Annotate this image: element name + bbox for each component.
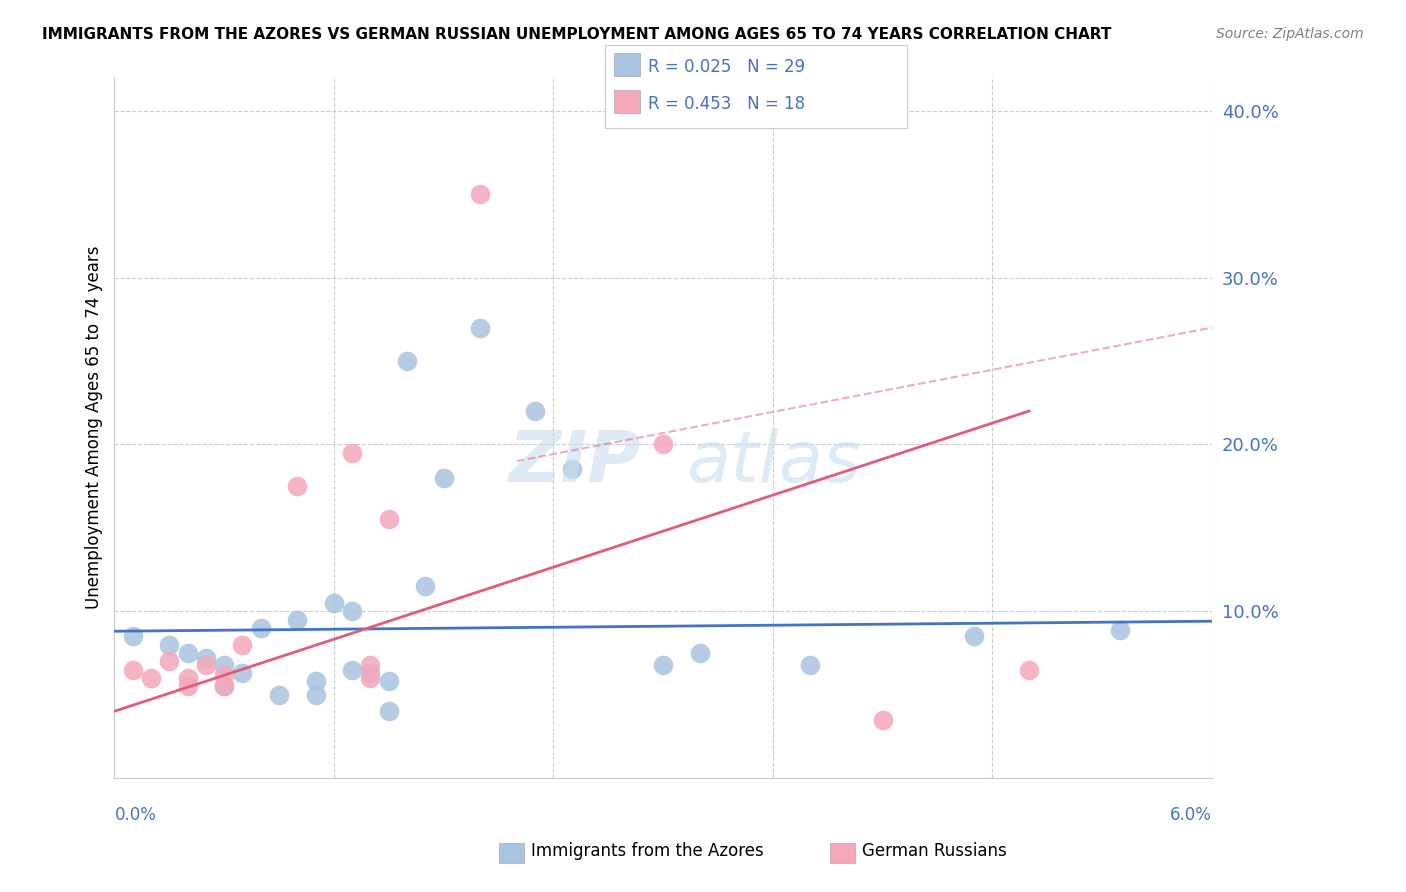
Point: [121, 663, 143, 677]
Point: [176, 679, 198, 693]
Point: [157, 638, 180, 652]
Point: [1109, 623, 1132, 637]
Text: 6.0%: 6.0%: [1170, 806, 1212, 824]
Point: [872, 713, 894, 727]
Point: [561, 462, 583, 476]
Point: [360, 665, 382, 680]
Point: [157, 654, 180, 668]
Point: [524, 404, 547, 418]
Point: [194, 651, 217, 665]
Point: [176, 671, 198, 685]
Point: [1018, 663, 1040, 677]
Text: atlas: atlas: [686, 428, 860, 497]
Text: Source: ZipAtlas.com: Source: ZipAtlas.com: [1216, 27, 1364, 41]
Text: R = 0.453   N = 18: R = 0.453 N = 18: [648, 95, 806, 113]
Point: [360, 671, 382, 685]
Point: [342, 446, 364, 460]
Point: [378, 704, 401, 718]
Point: [304, 688, 326, 702]
Point: [342, 604, 364, 618]
Point: [212, 679, 235, 693]
Text: 0.0%: 0.0%: [114, 806, 156, 824]
Point: [231, 638, 253, 652]
Point: [285, 479, 308, 493]
Point: [470, 320, 492, 334]
Point: [304, 674, 326, 689]
Point: [652, 437, 675, 451]
Point: [378, 674, 401, 689]
Point: [231, 665, 253, 680]
Point: [194, 657, 217, 672]
Point: [139, 671, 162, 685]
Point: [396, 354, 419, 368]
Text: ZIP: ZIP: [509, 428, 641, 497]
Point: [470, 187, 492, 202]
Point: [360, 657, 382, 672]
Point: [121, 629, 143, 643]
Point: [652, 657, 675, 672]
Point: [285, 613, 308, 627]
Point: [249, 621, 271, 635]
Text: German Russians: German Russians: [862, 842, 1007, 860]
Point: [176, 646, 198, 660]
Point: [433, 471, 456, 485]
Point: [342, 663, 364, 677]
Point: [378, 512, 401, 526]
Y-axis label: Unemployment Among Ages 65 to 74 years: Unemployment Among Ages 65 to 74 years: [86, 246, 103, 609]
Point: [212, 679, 235, 693]
Text: Immigrants from the Azores: Immigrants from the Azores: [531, 842, 765, 860]
Point: [689, 646, 711, 660]
Point: [415, 579, 437, 593]
Text: R = 0.025   N = 29: R = 0.025 N = 29: [648, 58, 806, 76]
Point: [212, 657, 235, 672]
Point: [212, 667, 235, 681]
Point: [963, 629, 986, 643]
Text: IMMIGRANTS FROM THE AZORES VS GERMAN RUSSIAN UNEMPLOYMENT AMONG AGES 65 TO 74 YE: IMMIGRANTS FROM THE AZORES VS GERMAN RUS…: [42, 27, 1112, 42]
Point: [799, 657, 821, 672]
Point: [322, 596, 344, 610]
Point: [267, 688, 290, 702]
